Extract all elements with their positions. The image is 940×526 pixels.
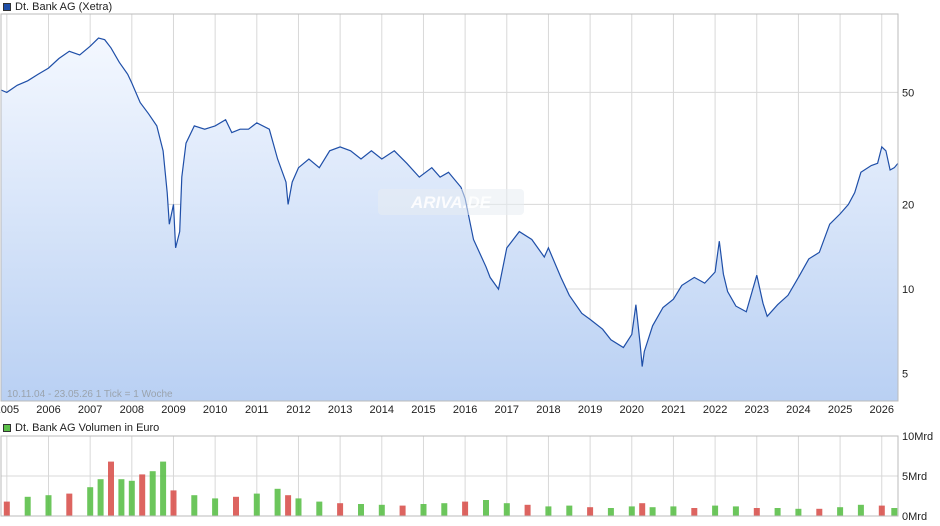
x-tick-label: 2012 — [286, 404, 310, 416]
volume-bar — [691, 508, 698, 516]
price-y-tick-label: 10 — [902, 284, 914, 296]
price-legend-label: Dt. Bank AG (Xetra) — [15, 1, 113, 13]
volume-bar — [118, 479, 125, 516]
svg-text:ARIVA.DE: ARIVA.DE — [410, 193, 492, 212]
x-tick-label: 2009 — [161, 404, 185, 416]
volume-y-tick-label: 5Mrd — [902, 471, 927, 483]
volume-bar — [274, 488, 281, 516]
volume-bar — [253, 493, 260, 516]
x-tick-label: 2024 — [786, 404, 810, 416]
volume-bar — [483, 500, 489, 516]
x-tick-label: 2005 — [0, 404, 19, 416]
x-tick-label: 2013 — [328, 404, 352, 416]
volume-y-tick-label: 10Mrd — [902, 431, 933, 443]
x-tick-label: 2015 — [411, 404, 435, 416]
volume-bar — [160, 461, 167, 516]
volume-bar — [753, 508, 760, 516]
volume-legend: Dt. Bank AG Volumen in Euro — [3, 421, 159, 435]
volume-bar — [337, 503, 344, 516]
volume-bar — [878, 505, 885, 516]
volume-bar — [816, 508, 823, 516]
volume-plot-frame — [0, 435, 899, 517]
volume-bars — [3, 461, 898, 516]
x-tick-label: 2023 — [745, 404, 769, 416]
x-tick-label: 2025 — [828, 404, 852, 416]
volume-legend-swatch — [3, 424, 11, 432]
volume-bar — [639, 503, 646, 516]
x-tick-label: 2020 — [620, 404, 644, 416]
volume-bar — [566, 505, 573, 516]
volume-bar — [378, 504, 385, 516]
price-plot-frame — [0, 13, 899, 402]
x-tick-label: 2010 — [203, 404, 227, 416]
volume-bar — [108, 461, 114, 516]
volume-bar — [45, 495, 52, 516]
volume-bar — [66, 493, 73, 516]
x-tick-label: 2011 — [245, 404, 269, 416]
volume-bar — [837, 507, 844, 516]
volume-bar — [97, 479, 104, 516]
volume-bar — [441, 503, 448, 516]
volume-bar — [670, 506, 677, 516]
x-tick-label: 2021 — [661, 404, 685, 416]
volume-bar — [545, 506, 552, 516]
volume-bar — [24, 496, 31, 516]
volume-bar — [462, 501, 469, 516]
x-tick-label: 2006 — [36, 404, 60, 416]
volume-bar — [712, 505, 719, 516]
volume-bar — [358, 504, 364, 516]
x-tick-label: 2007 — [78, 404, 102, 416]
x-tick-label: 2008 — [120, 404, 144, 416]
volume-grid — [1, 435, 898, 517]
volume-bar — [607, 508, 614, 516]
x-tick-label: 2026 — [870, 404, 894, 416]
x-tick-label: 2018 — [536, 404, 560, 416]
volume-bar — [316, 501, 323, 516]
volume-bar — [170, 490, 177, 516]
volume-bar — [891, 508, 898, 516]
x-tick-label: 2017 — [495, 404, 519, 416]
price-y-tick-label: 50 — [902, 87, 914, 99]
x-tick-label: 2019 — [578, 404, 602, 416]
volume-y-axis: 0Mrd 5Mrd 10Mrd — [902, 431, 933, 523]
volume-bar — [420, 504, 427, 516]
volume-bar — [139, 474, 146, 516]
range-note: 10.11.04 - 23.05.26 1 Tick = 1 Woche — [7, 389, 173, 400]
x-tick-label: 2016 — [453, 404, 477, 416]
volume-bar — [399, 505, 406, 516]
volume-bar — [295, 498, 302, 516]
volume-bar — [3, 501, 10, 516]
volume-bar — [649, 507, 656, 516]
volume-bar — [191, 495, 198, 516]
volume-bar — [628, 506, 635, 516]
x-axis: 2005 2006 2007 2008 2009 2010 2011 2012 2013 2014… — [0, 404, 894, 416]
price-area — [1, 38, 898, 401]
volume-bar — [732, 506, 739, 516]
price-y-axis: 5 10 20 50 — [902, 87, 914, 380]
volume-bar — [587, 507, 594, 516]
price-legend-swatch — [3, 3, 11, 11]
volume-y-tick-label: 0Mrd — [902, 511, 927, 523]
price-y-tick-label: 20 — [902, 199, 914, 211]
volume-bar — [149, 471, 156, 516]
price-legend: Dt. Bank AG (Xetra) — [3, 0, 112, 14]
volume-bar — [285, 495, 292, 516]
volume-bar — [524, 504, 531, 516]
volume-bar — [233, 496, 239, 516]
x-tick-label: 2014 — [370, 404, 394, 416]
volume-bar — [212, 498, 219, 516]
volume-bar — [87, 487, 94, 516]
volume-bar — [128, 480, 135, 516]
volume-bar — [503, 503, 510, 516]
price-y-tick-label: 5 — [902, 369, 908, 381]
x-tick-label: 2022 — [703, 404, 727, 416]
volume-bar — [774, 508, 781, 516]
price-line — [0, 37, 899, 367]
volume-bar — [857, 504, 864, 516]
volume-bar — [795, 508, 802, 516]
watermark-logo: ARIVA.DE — [378, 189, 524, 215]
volume-legend-label: Dt. Bank AG Volumen in Euro — [15, 422, 160, 434]
